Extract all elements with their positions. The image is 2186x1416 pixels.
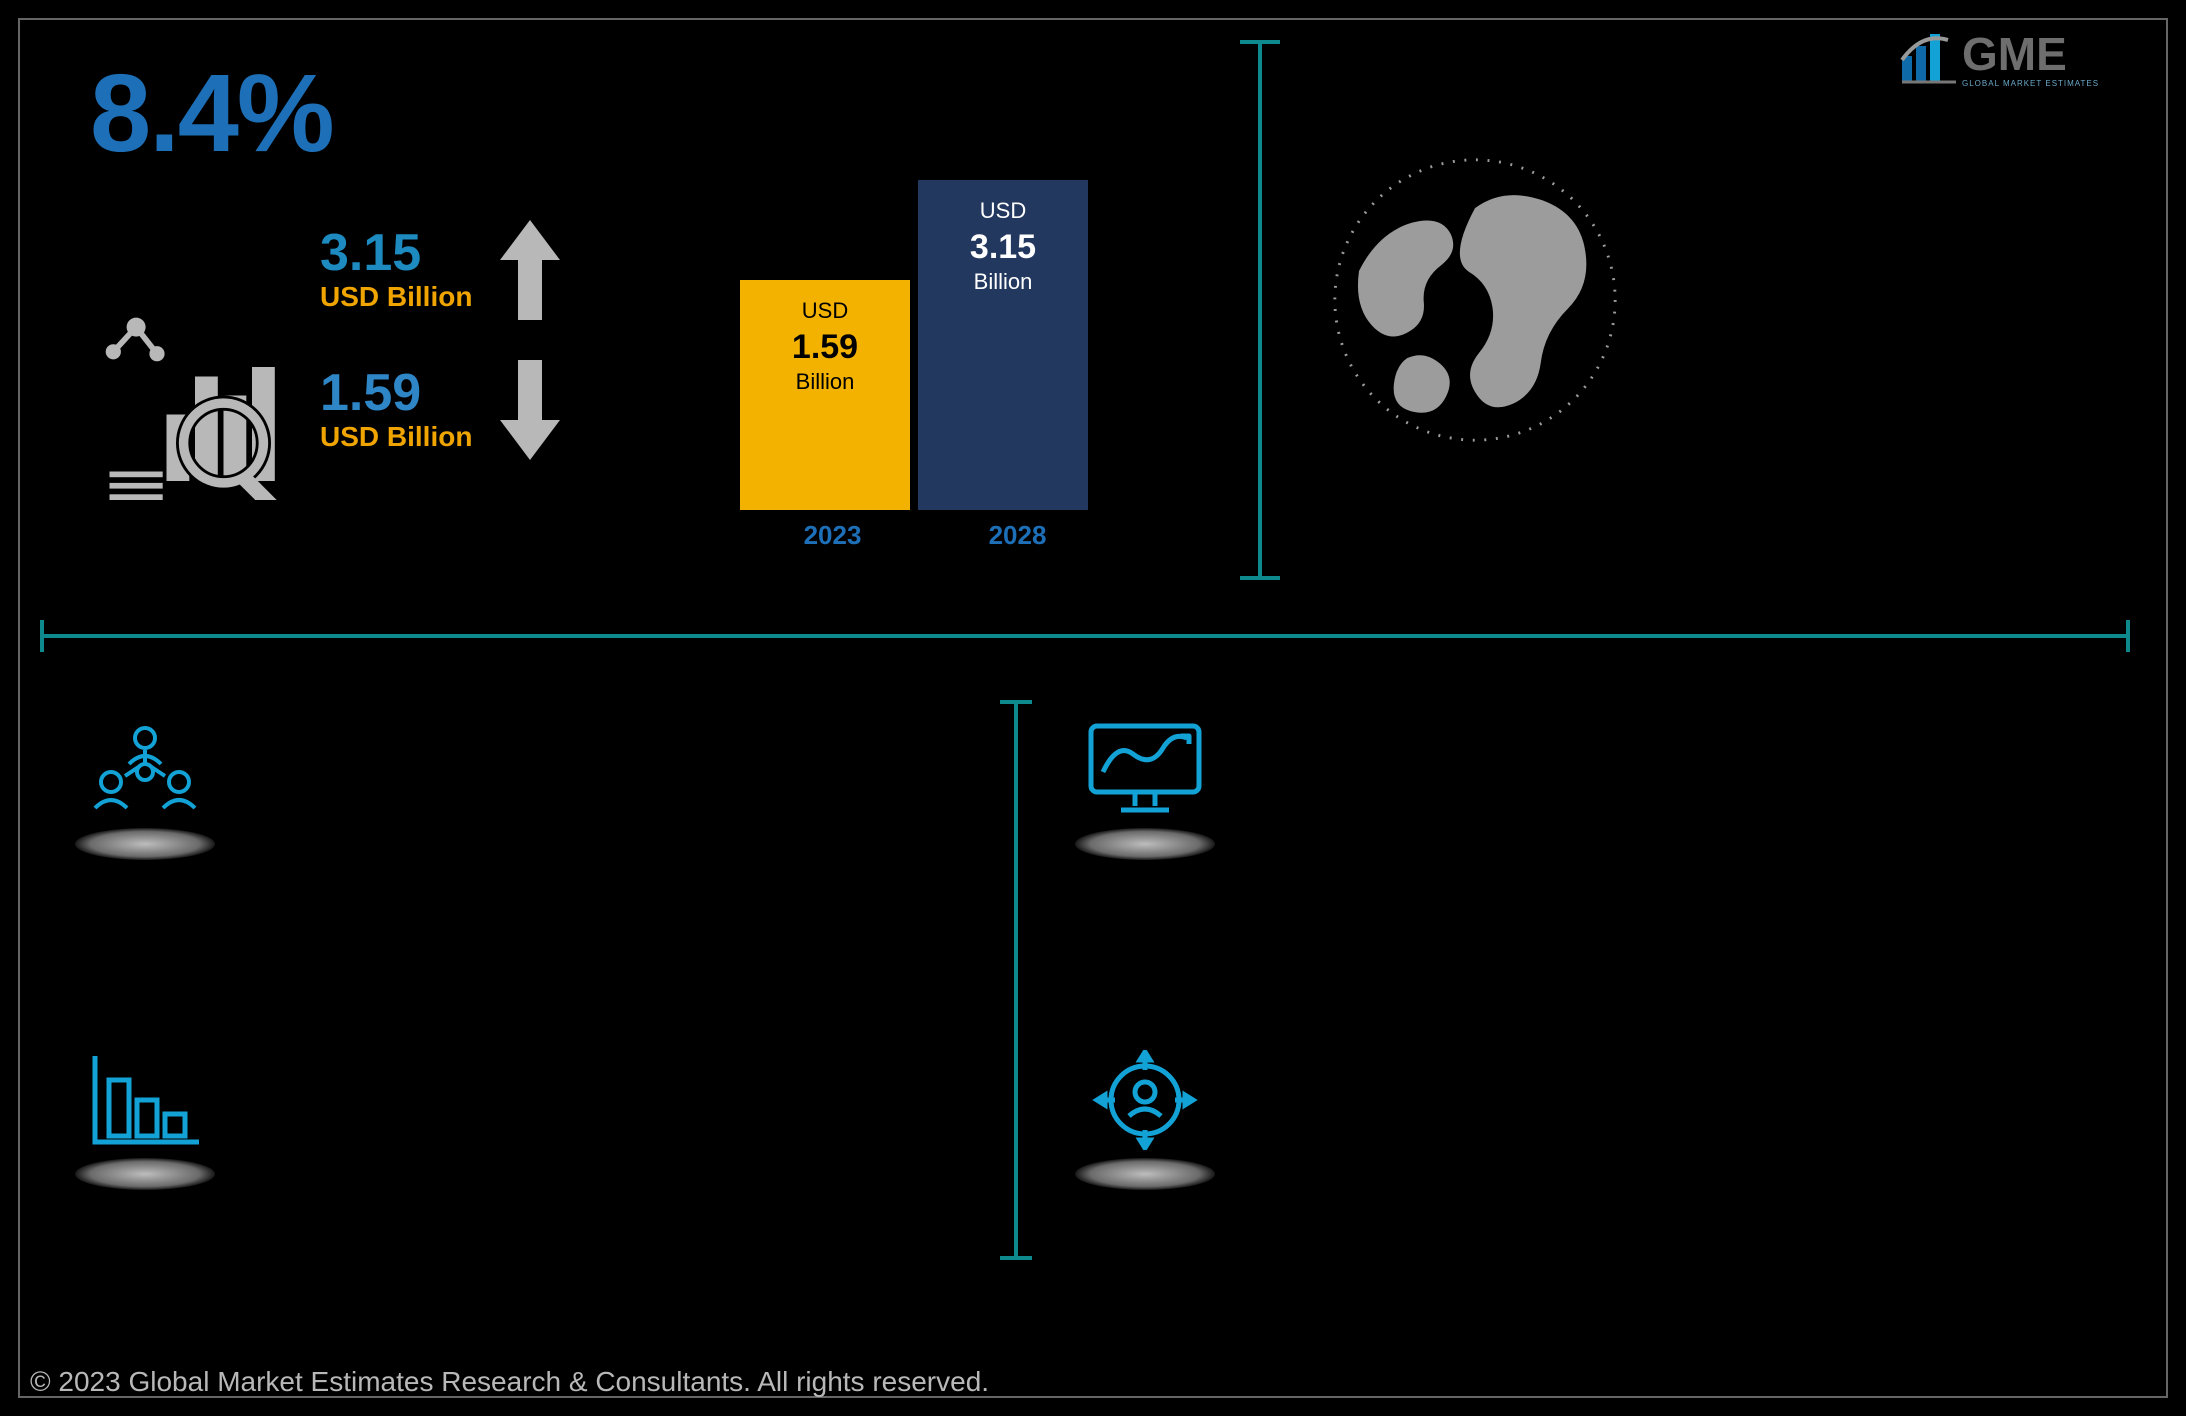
xlabel-2028: 2028 <box>989 520 1047 551</box>
analytics-chart-magnifier-icon <box>100 310 290 500</box>
value-up-number: 3.15 <box>320 227 472 279</box>
value-down-unit: USD Billion <box>320 421 472 453</box>
bar-2023-unit: Billion <box>740 369 910 395</box>
trend-monitor-icon <box>1085 720 1205 820</box>
logo-text: GME <box>1962 28 2067 80</box>
copyright-text: © 2023 Global Market Estimates Research … <box>30 1366 989 1398</box>
divider-vertical-bottom <box>1000 700 1032 1260</box>
bar-2028-unit: Billion <box>918 269 1088 295</box>
bar-2023-currency: USD <box>740 298 910 324</box>
target-user-icon <box>1085 1050 1205 1150</box>
value-down-row: 1.59 USD Billion <box>320 360 560 460</box>
bar-2023-value: 1.59 <box>740 328 910 367</box>
cagr-headline: 8.4% <box>90 50 333 177</box>
chart-bars-area: USD 1.59 Billion USD 3.15 Billion <box>740 180 1110 510</box>
globe-icon <box>1330 155 1620 445</box>
bar-chart-icon <box>85 1050 205 1150</box>
arrow-down-icon <box>500 360 560 460</box>
icon-shadow <box>75 1158 215 1190</box>
market-size-bar-chart: USD 1.59 Billion USD 3.15 Billion 2023 2… <box>740 180 1110 570</box>
bar-2028-currency: USD <box>918 198 1088 224</box>
people-network-icon <box>85 720 205 820</box>
bar-2028-value: 3.15 <box>918 228 1088 267</box>
xlabel-2023: 2023 <box>804 520 862 551</box>
chart-x-labels: 2023 2028 <box>740 520 1110 551</box>
arrow-up-icon <box>500 220 560 320</box>
value-up-unit: USD Billion <box>320 281 472 313</box>
icon-shadow <box>1075 828 1215 860</box>
divider-horizontal <box>40 620 2130 652</box>
divider-vertical-top <box>1240 40 1280 580</box>
logo-subtext: GLOBAL MARKET ESTIMATES <box>1962 79 2099 88</box>
value-down-number: 1.59 <box>320 367 472 419</box>
gme-logo: GME GLOBAL MARKET ESTIMATES <box>1896 20 2156 100</box>
bar-2028: USD 3.15 Billion <box>918 180 1088 510</box>
bar-2023: USD 1.59 Billion <box>740 280 910 510</box>
icon-shadow <box>75 828 215 860</box>
value-up-row: 3.15 USD Billion <box>320 220 560 320</box>
icon-shadow <box>1075 1158 1215 1190</box>
value-range-block: 3.15 USD Billion 1.59 USD Billion <box>320 220 560 500</box>
